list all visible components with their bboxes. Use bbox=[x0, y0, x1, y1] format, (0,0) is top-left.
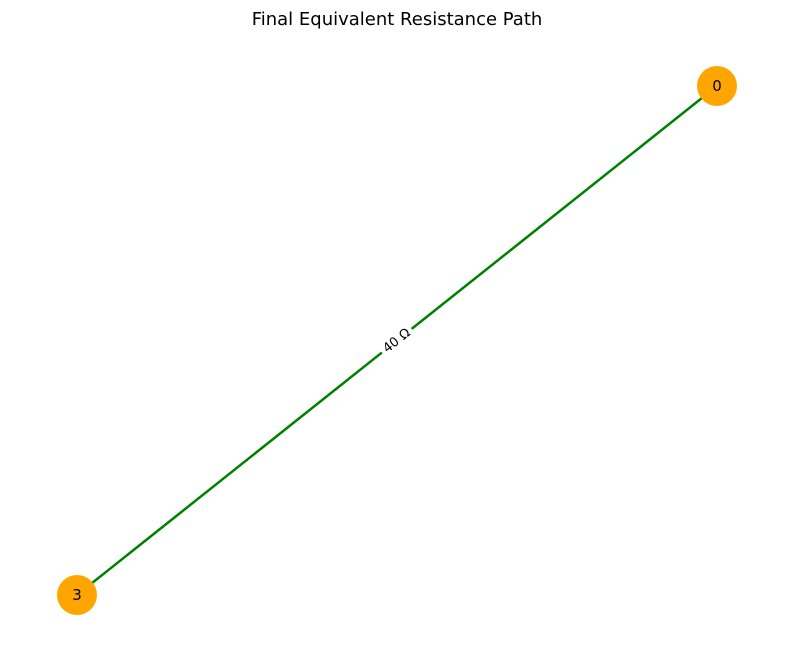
node-0: 0 bbox=[697, 66, 737, 106]
node-3: 3 bbox=[57, 575, 97, 615]
node-3-circle bbox=[57, 575, 97, 615]
edges-layer: 40 Ω bbox=[76, 85, 718, 596]
node-0-label: 0 bbox=[712, 77, 722, 95]
node-0-circle bbox=[697, 66, 737, 106]
nodes-layer: 0 3 bbox=[57, 66, 737, 615]
edge-label-background bbox=[375, 321, 419, 361]
diagram-title: Final Equivalent Resistance Path bbox=[252, 9, 543, 30]
node-3-label: 3 bbox=[72, 586, 82, 604]
